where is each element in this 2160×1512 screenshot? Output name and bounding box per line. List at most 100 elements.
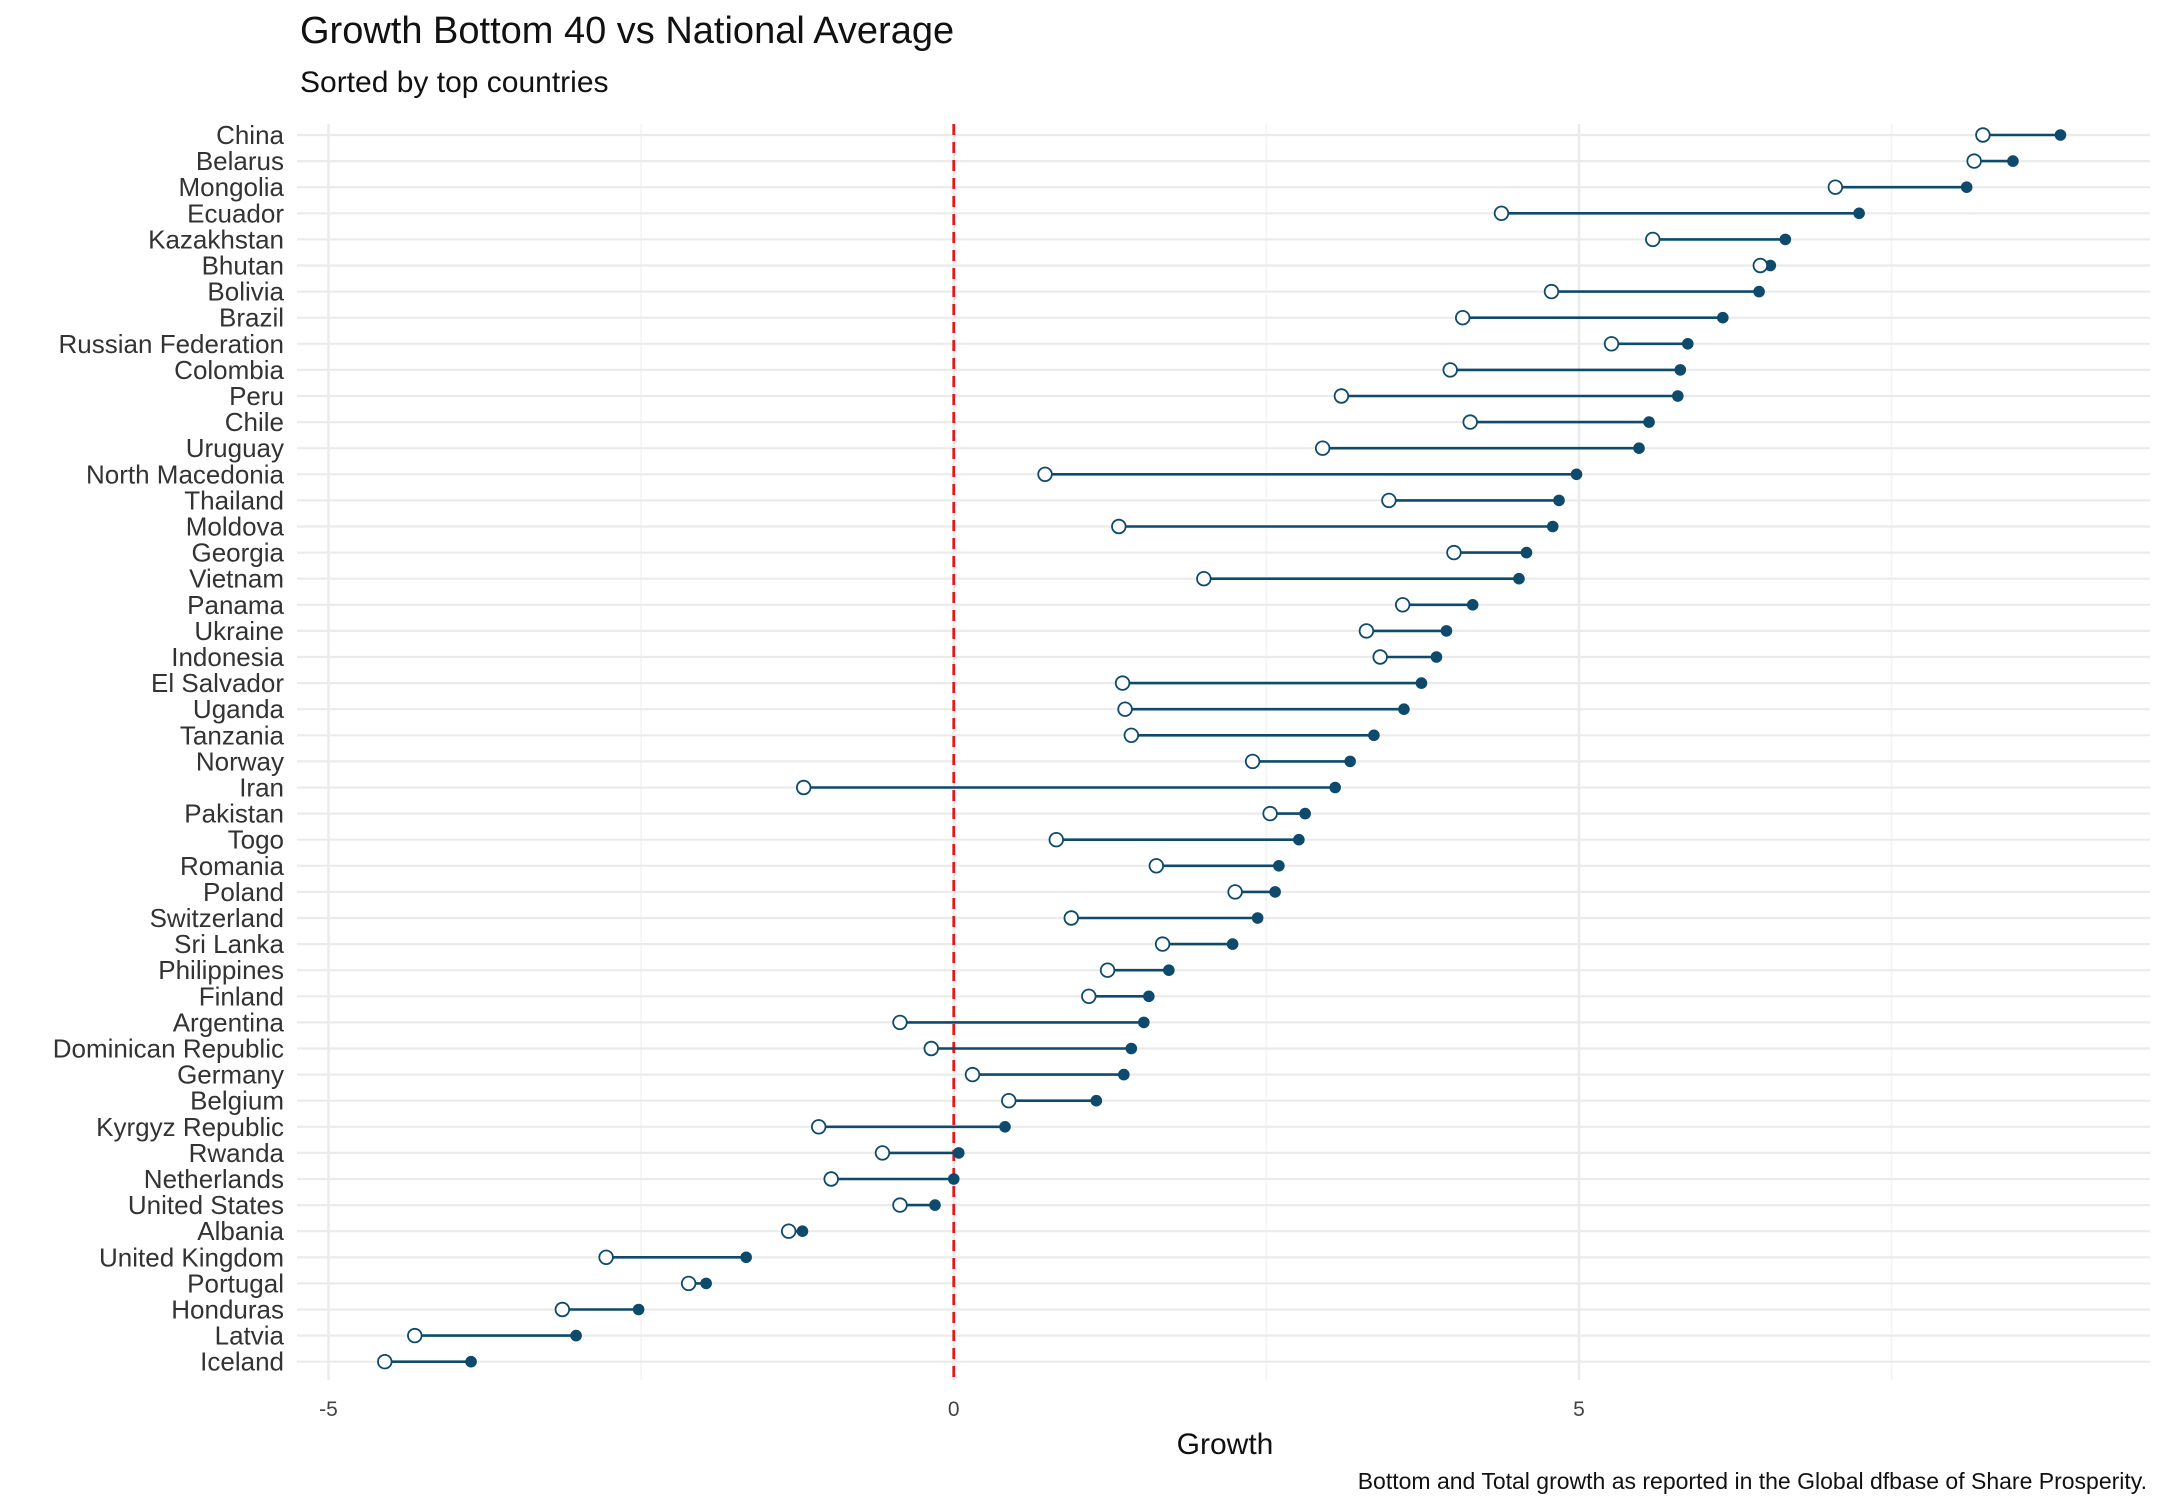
dumbbell-segments: [384, 133, 2061, 1363]
y-tick-label: Honduras: [171, 1295, 284, 1325]
bottom40-point: [554, 1301, 571, 1318]
y-tick-label: Philippines: [158, 955, 284, 985]
y-tick-label: Panama: [187, 590, 284, 620]
y-tick-label: Sri Lanka: [174, 929, 284, 959]
total-point: [1293, 833, 1305, 846]
total-point: [999, 1121, 1011, 1133]
y-tick-label: Peru: [229, 381, 284, 411]
bottom40-point: [1752, 257, 1769, 274]
y-tick-label: Portugal: [187, 1268, 284, 1298]
y-tick-label: Bolivia: [207, 277, 284, 307]
bottom40-point: [1645, 231, 1661, 248]
bottom40-point: [1037, 466, 1053, 483]
total-point: [1329, 781, 1341, 794]
y-tick-label: Ecuador: [187, 198, 284, 228]
total-point: [1299, 807, 1311, 820]
y-tick-label: Latvia: [215, 1321, 285, 1351]
total-point: [1853, 207, 1865, 220]
bottom40-point: [892, 1197, 908, 1213]
total-point: [1430, 651, 1443, 663]
total-point: [1671, 390, 1684, 402]
total-point: [1466, 599, 1479, 611]
total-point: [1633, 442, 1645, 455]
y-tick-label: Brazil: [219, 303, 284, 333]
total-point: [1674, 364, 1687, 376]
y-tick-label: Mongolia: [178, 172, 284, 202]
y-tick-label: Dominican Republic: [53, 1034, 284, 1064]
x-tick-label: 5: [1573, 1398, 1585, 1421]
total-point: [700, 1277, 712, 1290]
bottom40-point: [923, 1040, 939, 1057]
y-tick-label: El Salvador: [151, 668, 284, 698]
y-tick-label: Belgium: [190, 1086, 284, 1116]
bottom40-point: [1196, 571, 1212, 587]
y-tick-label: Georgia: [192, 538, 285, 568]
y-tick-label: Kazakhstan: [148, 224, 284, 254]
y-tick-label: Iceland: [200, 1347, 284, 1377]
y-tick-label: Togo: [228, 825, 284, 855]
total-point: [465, 1355, 477, 1368]
total-point: [1269, 886, 1281, 898]
total-point: [1163, 964, 1175, 976]
total-point: [947, 1173, 960, 1185]
bottom40-point: [1148, 858, 1165, 874]
y-tick-label: Indonesia: [171, 642, 284, 672]
bottom40-point: [1975, 127, 1991, 143]
bottom40-point: [1543, 283, 1560, 300]
bottom40-point: [1063, 910, 1079, 926]
total-point: [1251, 912, 1264, 924]
y-tick-label: Bhutan: [202, 251, 284, 281]
bottom40-point: [1455, 310, 1471, 326]
bottom40-point: [1117, 701, 1133, 717]
bottom40-point: [1493, 205, 1510, 222]
total-point: [1415, 677, 1428, 689]
total-point: [1118, 1068, 1130, 1081]
bottom40-point: [810, 1119, 827, 1135]
y-tick-label: United States: [128, 1190, 284, 1220]
y-tick-label: Rwanda: [189, 1138, 285, 1168]
total-point: [1520, 546, 1533, 559]
bottom40-point: [964, 1066, 981, 1083]
y-tick-label: Uganda: [193, 694, 285, 724]
bottom40-point: [1446, 544, 1462, 561]
bottom40-point: [1333, 388, 1350, 404]
bottom40-point: [1827, 179, 1844, 195]
bottom40-point: [1442, 362, 1458, 378]
total-point: [2054, 129, 2067, 141]
bottom40-point: [1966, 153, 1982, 169]
bottom40-point: [1244, 753, 1261, 770]
total-point: [1753, 285, 1765, 298]
bottom40-point: [795, 779, 812, 796]
x-axis-label: Growth: [1177, 1428, 1274, 1461]
y-tick-label: Tanzania: [180, 720, 285, 750]
bottom40-point: [823, 1171, 839, 1187]
bottom40-point: [874, 1145, 891, 1161]
total-point: [632, 1303, 645, 1316]
bottom40-point: [1111, 518, 1127, 535]
total-point: [1513, 572, 1525, 585]
bottom40-point: [1123, 727, 1140, 744]
y-tick-label: Albania: [197, 1216, 284, 1246]
bottom40-growth-points: [377, 127, 1991, 1370]
bottom40-point: [1048, 832, 1064, 848]
bottom40-point: [780, 1223, 797, 1239]
y-tick-label: Uruguay: [186, 433, 284, 463]
total-point: [1344, 755, 1356, 768]
y-tick-label: Belarus: [196, 146, 284, 176]
total-point: [952, 1147, 965, 1159]
y-tick-label: Germany: [177, 1060, 284, 1090]
bottom40-point: [1099, 962, 1116, 978]
total-point: [1570, 468, 1583, 481]
total-point: [1226, 938, 1239, 950]
bottom40-point: [892, 1014, 908, 1031]
total-point: [1273, 860, 1285, 872]
total-point: [1440, 625, 1453, 637]
y-tick-label: North Macedonia: [86, 459, 285, 489]
y-tick-label: Iran: [239, 773, 284, 803]
bottom40-point: [377, 1353, 393, 1370]
bottom40-point: [1372, 649, 1388, 665]
bottom40-point: [1462, 414, 1478, 430]
grid-lines: [297, 124, 2150, 1380]
y-tick-label: Vietnam: [189, 564, 284, 594]
